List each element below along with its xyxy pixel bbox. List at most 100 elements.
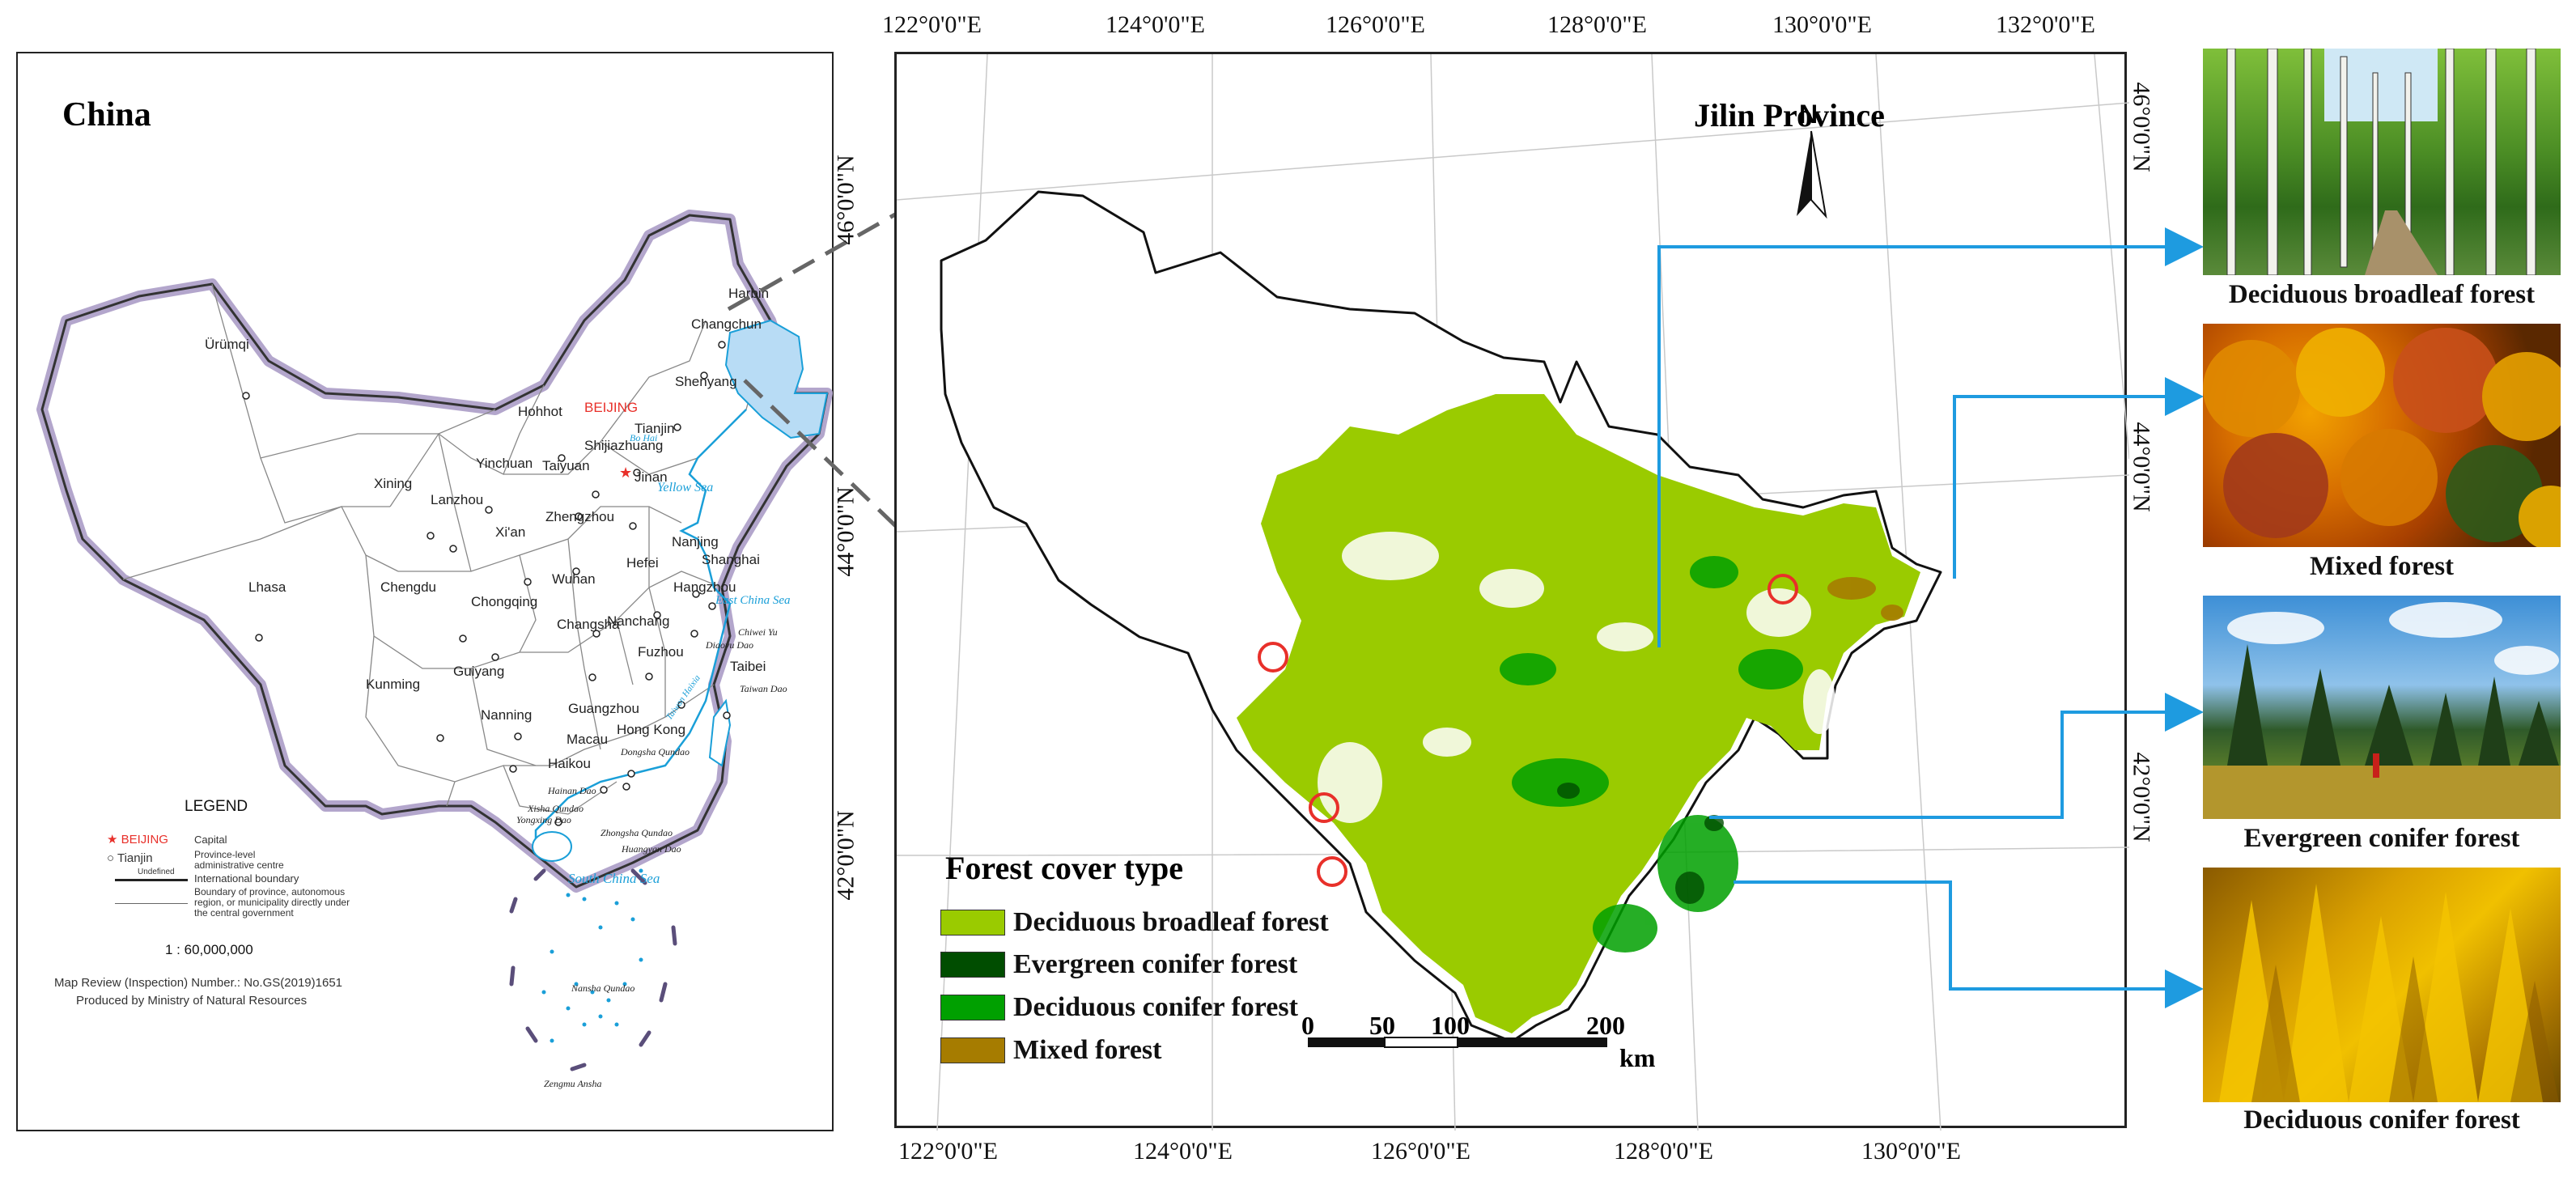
scale-tick-label: 200: [1586, 1011, 1625, 1040]
island-label: Nansha Qundao: [571, 982, 635, 994]
legend-item-label: Evergreen conifer forest: [1013, 949, 1298, 979]
city-label: Tianjin: [634, 421, 675, 436]
capital-symbol-text: BEIJING: [121, 833, 168, 846]
city-label: Taiyuan: [542, 458, 590, 473]
photo-caption: Evergreen conifer forest: [2243, 824, 2520, 853]
legend-item-label: Mixed forest: [1013, 1035, 1162, 1065]
city-label: Hong Kong: [617, 722, 686, 737]
longitude-label-top: 122°0'0"E: [882, 11, 982, 38]
forest-legend-title: Forest cover type: [945, 850, 1183, 886]
scale-bar: [1308, 1037, 1607, 1048]
nine-dash-line: [509, 868, 677, 1071]
provincial-symbol-text: Tianjin: [117, 851, 153, 865]
city-label: Changsha: [557, 617, 620, 632]
china-outline-map: ★: [36, 210, 833, 1071]
island-label: Diaoyu Dao: [706, 639, 753, 651]
china-legend-scale: 1 : 60,000,000: [165, 942, 253, 957]
legend-item-mixed-forest: Mixed forest: [940, 1034, 1161, 1067]
scs-islands: [541, 868, 643, 1043]
sample-site-markers: [1258, 574, 1798, 887]
city-label: Lhasa: [248, 579, 286, 595]
city-label: Shijiazhuang: [584, 438, 664, 453]
scale-tick-label: 100: [1431, 1011, 1470, 1040]
china-legend-intl-boundary: International boundary: [194, 872, 299, 885]
sea-label: South China Sea: [568, 871, 660, 886]
leader-line-deciduous-conifer: [1734, 880, 2204, 1008]
longitude-label-bottom: 124°0'0"E: [1133, 1138, 1233, 1165]
longitude-label-top: 128°0'0"E: [1547, 11, 1647, 38]
conifer-trees-graphic: [2203, 602, 2561, 819]
hainan-outline: [532, 831, 572, 862]
china-legend-title: LEGEND: [185, 798, 248, 815]
beijing-star-icon: ★: [619, 465, 632, 482]
photo-caption: Deciduous conifer forest: [2243, 1105, 2520, 1135]
china-border: [40, 214, 829, 889]
city-label: Hangzhou: [673, 579, 736, 595]
city-label: Lanzhou: [431, 492, 484, 507]
city-label: Ürümqi: [205, 337, 249, 352]
island-label: Hainan Dao: [548, 785, 596, 796]
city-label: Changchun: [691, 316, 762, 332]
city-label: Nanjing: [672, 534, 719, 549]
city-label: Guangzhou: [568, 701, 639, 716]
island-label: Dongsha Qundao: [621, 746, 690, 757]
coastline: [534, 409, 747, 855]
city-label: Shenyang: [675, 374, 737, 389]
city-label: Hohhot: [518, 404, 562, 419]
island-label: Yongxing Dao: [516, 814, 571, 825]
birch-trees-graphic: [2226, 49, 2536, 275]
intl-boundary-symbol: [115, 879, 188, 881]
longitude-label-top: 124°0'0"E: [1106, 11, 1205, 38]
city-label: Chongqing: [471, 594, 538, 609]
city-label: Nanchang: [607, 613, 670, 629]
evergreen-patches: [1557, 783, 1724, 904]
longitude-label-bottom: 122°0'0"E: [898, 1138, 998, 1165]
mixed-forest-patches: [1827, 577, 1903, 621]
island-label: Zhongsha Qundao: [601, 827, 673, 838]
city-label: Fuzhou: [638, 644, 684, 660]
china-legend-undefined: Undefined: [138, 868, 175, 876]
north-label: N: [1799, 100, 1818, 129]
leader-line-broadleaf: [1657, 227, 2204, 647]
city-label: Haikou: [548, 756, 591, 771]
china-legend-provincial-symbol: ○ Tianjin: [107, 851, 153, 865]
longitude-label-bottom: 128°0'0"E: [1614, 1138, 1713, 1165]
photo-evergreen-conifer: [2203, 596, 2561, 819]
photo-deciduous-broadleaf: [2203, 49, 2561, 275]
non-forest-gaps: [1318, 532, 1835, 823]
jilin-map-graticule: [897, 54, 2129, 1131]
photo-deciduous-conifer: [2203, 868, 2561, 1102]
island-label: Xisha Qundao: [528, 803, 584, 814]
photo-caption: Deciduous broadleaf forest: [2228, 280, 2536, 309]
map-review-number: Map Review (Inspection) Number.: No.GS(2…: [54, 976, 343, 990]
leader-line-mixed: [1953, 377, 2204, 579]
china-map-panel: China: [16, 52, 834, 1131]
legend-item-deciduous-conifer: Deciduous conifer forest: [940, 991, 1298, 1024]
china-legend-capital-symbol: ★ BEIJING: [107, 833, 168, 846]
island-label: Zengmu Ansha: [544, 1078, 602, 1089]
city-label: Zhengzhou: [545, 509, 615, 524]
scale-tick-label: 50: [1369, 1011, 1395, 1040]
leader-line-evergreen: [1709, 693, 2204, 819]
city-label: Yinchuan: [476, 456, 533, 471]
scale-unit-label: km: [1619, 1043, 1656, 1072]
china-map-title: China: [62, 96, 151, 134]
north-arrow-icon: [1797, 130, 1827, 219]
city-label: Chengdu: [380, 579, 437, 595]
city-label: Xi'an: [495, 524, 526, 540]
longitude-label-bottom: 130°0'0"E: [1861, 1138, 1961, 1165]
photo-mixed-forest: [2203, 324, 2561, 547]
city-label: Hefei: [626, 555, 659, 571]
longitude-label-bottom: 126°0'0"E: [1371, 1138, 1470, 1165]
legend-swatch: [940, 1037, 1005, 1063]
legend-item-label: Deciduous conifer forest: [1013, 992, 1298, 1022]
legend-item-label: Deciduous broadleaf forest: [1013, 907, 1329, 937]
photo-caption: Mixed forest: [2309, 552, 2455, 581]
jilin-map-title: Jilin Province: [1694, 97, 1885, 134]
city-markers: [242, 341, 731, 826]
longitude-label-top: 130°0'0"E: [1772, 11, 1872, 38]
autumn-canopy-graphic: [2203, 328, 2561, 547]
city-label: Jinan: [634, 469, 668, 485]
city-label: Kunming: [366, 677, 421, 692]
